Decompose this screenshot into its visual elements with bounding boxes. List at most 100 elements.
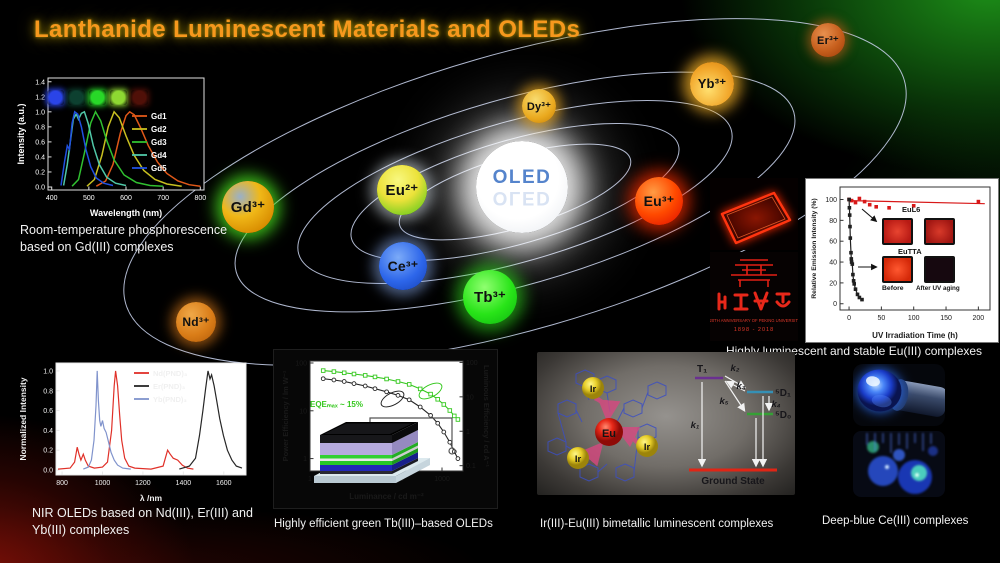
svg-text:0: 0 bbox=[833, 301, 837, 308]
ir-atom bbox=[636, 435, 658, 457]
t1-level-label: T₁ bbox=[697, 364, 707, 375]
arrow-icon bbox=[861, 208, 878, 223]
eqe-label: EQEₘₐₓ ~ 15% bbox=[310, 400, 363, 409]
blue-led-photo bbox=[853, 364, 945, 426]
ir-atom bbox=[582, 377, 604, 399]
pku-calligraphy bbox=[717, 291, 791, 311]
gd-caption: Room-temperature phosphorescence based o… bbox=[20, 223, 228, 254]
blue-luminescence-photo bbox=[853, 431, 945, 497]
k4-rate-label: k₄ bbox=[771, 399, 780, 410]
svg-text:100: 100 bbox=[466, 360, 478, 367]
svg-text:80: 80 bbox=[829, 218, 837, 225]
svg-text:700: 700 bbox=[157, 195, 169, 202]
eul6-label: EuL6 bbox=[902, 205, 921, 214]
svg-text:0.0: 0.0 bbox=[35, 184, 45, 191]
oled-label-reflection: OLED bbox=[492, 186, 552, 208]
oled-device-stack-drawing bbox=[314, 417, 456, 483]
pku-anniversary-text: 120TH ANNIVERSARY OF PEKING UNIVERSITY bbox=[710, 318, 798, 323]
svg-text:500: 500 bbox=[83, 195, 95, 202]
svg-text:1000: 1000 bbox=[434, 476, 450, 483]
gd-photo-swatch bbox=[68, 90, 85, 105]
nir-spectra-chart: 800 1000 1200 1400 1600 0.0 0.2 0.4 0.6 0.8 1.0 λ /… bbox=[18, 362, 247, 503]
svg-text:1.0: 1.0 bbox=[35, 109, 45, 116]
svg-text:Normalized Intensity: Normalized Intensity bbox=[18, 377, 28, 460]
svg-text:Yb(PND)₃: Yb(PND)₃ bbox=[153, 395, 187, 404]
k3-rate-label: k₃ bbox=[737, 381, 746, 392]
eu-atom bbox=[595, 418, 623, 446]
blue-luminescence-drawing bbox=[866, 433, 938, 494]
svg-text:Intensity (a.u.): Intensity (a.u.) bbox=[16, 103, 26, 164]
svg-text:400: 400 bbox=[46, 195, 58, 202]
svg-text:800: 800 bbox=[56, 480, 68, 487]
gd-photo-swatch bbox=[110, 90, 127, 105]
nir-caption: NIR OLEDs based on Nd(III), Er(III) and … bbox=[32, 506, 253, 537]
svg-text:Gd5: Gd5 bbox=[151, 164, 167, 173]
svg-text:100: 100 bbox=[825, 197, 837, 204]
svg-text:Er(PND)₃: Er(PND)₃ bbox=[153, 382, 186, 391]
page-title: Lanthanide Luminescent Materials and OLE… bbox=[34, 16, 581, 43]
svg-text:50: 50 bbox=[877, 315, 885, 322]
svg-text:200: 200 bbox=[973, 315, 985, 322]
svg-text:Wavelength (nm): Wavelength (nm) bbox=[90, 208, 162, 218]
ir-atom bbox=[567, 447, 589, 469]
svg-text:Nd(PND)₃: Nd(PND)₃ bbox=[153, 369, 188, 378]
svg-text:10: 10 bbox=[299, 408, 307, 415]
svg-text:0.8: 0.8 bbox=[35, 124, 45, 131]
planet-er: Er³⁺ bbox=[811, 23, 845, 57]
planet-eu3: Eu³⁺ bbox=[635, 177, 683, 225]
peking-university-logo: 120TH ANNIVERSARY OF PEKING UNIVERSITY 1… bbox=[707, 252, 801, 341]
svg-text:1400: 1400 bbox=[176, 480, 192, 487]
planet-nd: Nd³⁺ bbox=[176, 302, 216, 342]
ir-atom-label: Ir bbox=[644, 442, 651, 453]
svg-text:0.0: 0.0 bbox=[43, 468, 53, 475]
k5-rate-label: k₅ bbox=[719, 396, 728, 407]
svg-text:10: 10 bbox=[466, 394, 474, 401]
planet-tb: Tb³⁺ bbox=[463, 270, 517, 324]
oled-sun: OLED OLED bbox=[476, 141, 568, 233]
svg-text:UV Irradiation Time (h): UV Irradiation Time (h) bbox=[872, 331, 958, 340]
ireu-caption: Ir(III)-Eu(III) bimetallic luminescent c… bbox=[540, 518, 774, 530]
ireu-figure-drawing: Ir Ir Ir Eu T₁ ⁵D₁ ⁵D₀ Ground State bbox=[547, 363, 791, 487]
svg-text:Gd2: Gd2 bbox=[151, 125, 167, 134]
svg-text:1200: 1200 bbox=[135, 480, 151, 487]
planet-eu2: Eu²⁺ bbox=[377, 165, 427, 215]
eutta-label: EuTTA bbox=[898, 247, 922, 256]
svg-text:100: 100 bbox=[295, 360, 307, 367]
svg-text:1.2: 1.2 bbox=[35, 94, 45, 101]
svg-text:1600: 1600 bbox=[216, 480, 232, 487]
svg-text:Power Efficiency / lm W⁻¹: Power Efficiency / lm W⁻¹ bbox=[281, 370, 290, 461]
energy-level-diagram: T₁ ⁵D₁ ⁵D₀ Ground State k₂ k₃ bbox=[689, 363, 791, 487]
svg-text:0.2: 0.2 bbox=[43, 448, 53, 455]
svg-text:0.1: 0.1 bbox=[466, 463, 476, 470]
ce-caption: Deep-blue Ce(III) complexes bbox=[822, 515, 969, 527]
svg-text:150: 150 bbox=[940, 315, 952, 322]
d0-level-label: ⁵D₀ bbox=[775, 410, 791, 421]
svg-text:Relative Emission Intensity (%: Relative Emission Intensity (%) bbox=[811, 198, 818, 298]
svg-text:60: 60 bbox=[829, 239, 837, 246]
svg-text:0.6: 0.6 bbox=[35, 139, 45, 146]
svg-text:1: 1 bbox=[303, 456, 307, 463]
svg-text:100: 100 bbox=[908, 315, 920, 322]
pku-emblem-drawing: 120TH ANNIVERSARY OF PEKING UNIVERSITY 1… bbox=[707, 259, 801, 333]
before-label: Before bbox=[882, 285, 904, 292]
svg-text:1.4: 1.4 bbox=[35, 79, 45, 86]
svg-text:λ /nm: λ /nm bbox=[140, 493, 163, 503]
svg-text:0.2: 0.2 bbox=[35, 169, 45, 176]
svg-text:Luminance / cd m⁻²: Luminance / cd m⁻² bbox=[349, 492, 424, 501]
red-oled-panel-drawing bbox=[720, 191, 792, 245]
eul6-after-swatch bbox=[924, 218, 955, 245]
k2-rate-label: k₂ bbox=[731, 363, 740, 374]
gd-photo-swatch bbox=[131, 90, 148, 105]
svg-text:0: 0 bbox=[847, 315, 851, 322]
svg-text:20: 20 bbox=[829, 280, 837, 287]
svg-text:1000: 1000 bbox=[95, 480, 111, 487]
d1-level-label: ⁵D₁ bbox=[775, 388, 791, 399]
k1-rate-label: k₁ bbox=[691, 420, 700, 431]
svg-text:1: 1 bbox=[466, 429, 470, 436]
eutta-before-swatch bbox=[882, 256, 913, 283]
red-oled-photo bbox=[710, 178, 798, 250]
eutta-after-swatch bbox=[924, 256, 955, 283]
